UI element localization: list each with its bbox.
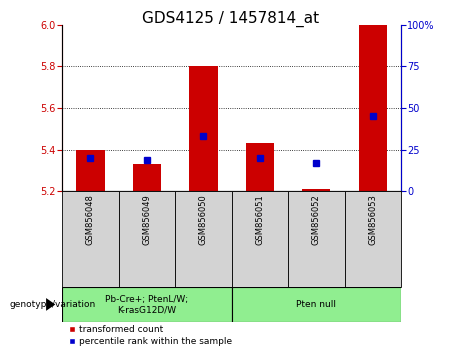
Bar <box>77 149 105 191</box>
Bar <box>246 143 274 191</box>
Legend: transformed count, percentile rank within the sample: transformed count, percentile rank withi… <box>65 321 236 349</box>
Text: genotype/variation: genotype/variation <box>9 300 95 309</box>
Text: GDS4125 / 1457814_at: GDS4125 / 1457814_at <box>142 11 319 27</box>
Bar <box>62 287 231 322</box>
Polygon shape <box>46 298 55 311</box>
Text: Pten null: Pten null <box>296 300 337 309</box>
Bar <box>118 191 175 287</box>
Bar <box>231 287 401 322</box>
Bar <box>62 191 118 287</box>
Text: GSM856050: GSM856050 <box>199 194 208 245</box>
Bar <box>133 164 161 191</box>
Bar <box>344 191 401 287</box>
Bar <box>288 191 344 287</box>
Bar <box>175 191 231 287</box>
Bar <box>302 189 331 191</box>
Text: GSM856051: GSM856051 <box>255 194 265 245</box>
Bar <box>189 66 218 191</box>
Text: GSM856049: GSM856049 <box>142 194 152 245</box>
Text: GSM856053: GSM856053 <box>368 194 378 245</box>
Bar <box>231 191 288 287</box>
Text: GSM856052: GSM856052 <box>312 194 321 245</box>
Bar <box>359 25 387 191</box>
Text: GSM856048: GSM856048 <box>86 194 95 245</box>
Text: Pb-Cre+; PtenL/W;
K-rasG12D/W: Pb-Cre+; PtenL/W; K-rasG12D/W <box>106 295 189 314</box>
